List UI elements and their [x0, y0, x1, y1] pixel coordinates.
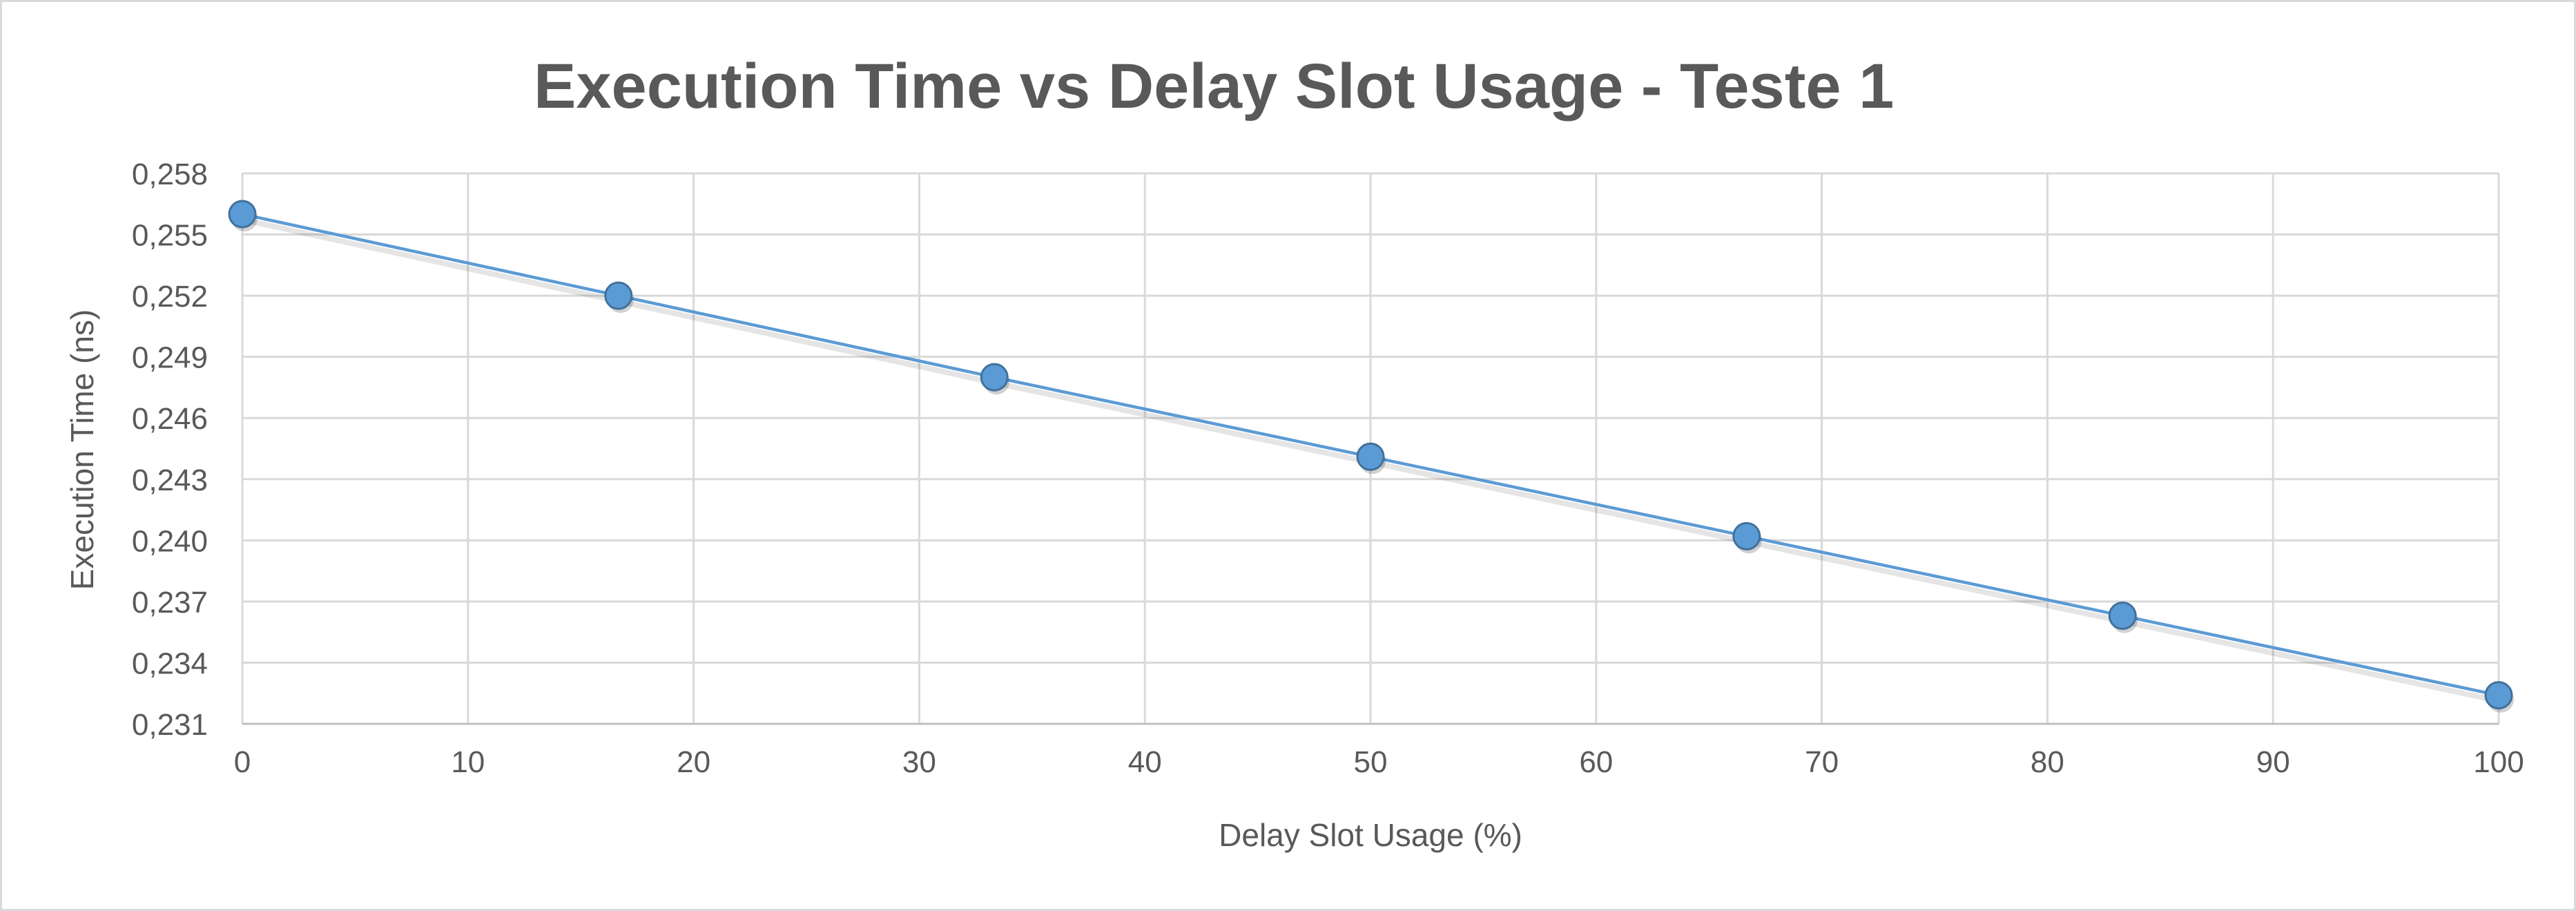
data-point: [1732, 521, 1761, 550]
y-tick-label: 0,255: [132, 219, 208, 253]
x-tick-label: 0: [234, 745, 251, 779]
data-point: [980, 363, 1009, 392]
x-axis-title: Delay Slot Usage (%): [1219, 817, 1522, 853]
y-tick-label: 0,246: [132, 402, 208, 436]
x-tick-label: 10: [451, 745, 485, 779]
y-tick-label: 0,249: [132, 341, 208, 375]
x-tick-label: 20: [677, 745, 710, 779]
data-series: [228, 200, 2514, 713]
y-tick-label: 0,258: [132, 157, 208, 191]
tick-labels: 0 10 20 30 40 50 60 70 80 90 100 0,231 0,234 0,237 0,2…: [132, 157, 2524, 779]
data-point: [1356, 442, 1385, 471]
data-point: [2108, 602, 2137, 631]
x-tick-label: 100: [2473, 745, 2524, 779]
data-point: [604, 281, 633, 310]
data-point: [2484, 681, 2513, 710]
x-tick-label: 90: [2256, 745, 2290, 779]
x-tick-label: 30: [902, 745, 936, 779]
y-tick-label: 0,240: [132, 524, 208, 558]
x-tick-label: 50: [1354, 745, 1388, 779]
x-tick-label: 60: [1579, 745, 1613, 779]
x-tick-label: 80: [2031, 745, 2064, 779]
grid-lines: [241, 172, 2500, 725]
y-tick-label: 0,231: [132, 708, 208, 742]
y-axis-title: Execution Time (ns): [64, 309, 100, 590]
y-tick-label: 0,252: [132, 280, 208, 314]
x-tick-label: 70: [1805, 745, 1839, 779]
y-tick-label: 0,243: [132, 463, 208, 497]
y-tick-label: 0,237: [132, 586, 208, 620]
chart-title: Execution Time vs Delay Slot Usage - Tes…: [534, 51, 1895, 122]
y-tick-label: 0,234: [132, 646, 208, 680]
x-tick-label: 40: [1128, 745, 1162, 779]
data-point: [228, 200, 257, 229]
